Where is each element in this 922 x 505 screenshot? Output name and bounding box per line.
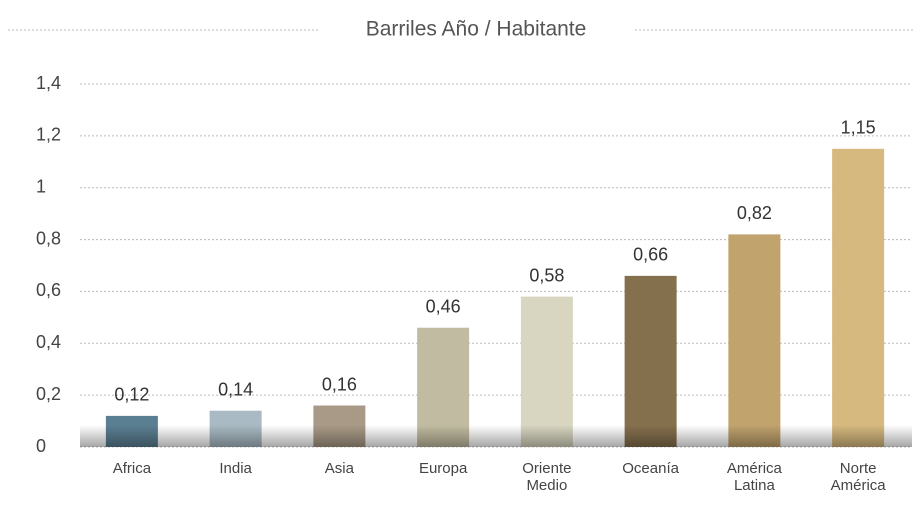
y-tick-label: 0,4: [36, 332, 61, 352]
bar: [520, 296, 573, 447]
value-label: 0,82: [737, 203, 772, 223]
x-tick-label: Asia: [324, 460, 354, 477]
bar: [832, 148, 885, 448]
y-tick-label: 0,6: [36, 280, 61, 300]
x-tick-label: Oriente Medio: [522, 460, 572, 494]
base-shadow: [80, 425, 912, 447]
y-tick-label: 1: [36, 176, 46, 196]
x-tick-label: América Latina: [726, 460, 782, 494]
y-tick-label: 0: [36, 436, 46, 456]
value-label: 0,46: [426, 296, 461, 316]
y-tick-label: 1,2: [36, 125, 61, 145]
x-tick-label: Africa: [112, 460, 152, 477]
value-label: 0,66: [633, 245, 668, 265]
value-label: 0,16: [322, 374, 357, 394]
value-label: 0,14: [218, 379, 253, 399]
chart-title: Barriles Año / Habitante: [366, 18, 587, 41]
y-tick-label: 1,4: [36, 73, 61, 93]
value-label: 0,12: [114, 385, 149, 405]
bar: [624, 275, 677, 447]
bar: [728, 234, 781, 447]
y-tick-label: 0,2: [36, 384, 61, 404]
x-tick-label: India: [219, 460, 252, 477]
x-tick-label: Norte América: [830, 460, 886, 494]
x-tick-label: Europa: [418, 460, 468, 477]
y-tick-label: 0,8: [36, 228, 61, 248]
value-label: 0,58: [529, 265, 564, 285]
x-tick-label: Oceanía: [622, 460, 679, 477]
value-label: 1,15: [841, 118, 876, 138]
